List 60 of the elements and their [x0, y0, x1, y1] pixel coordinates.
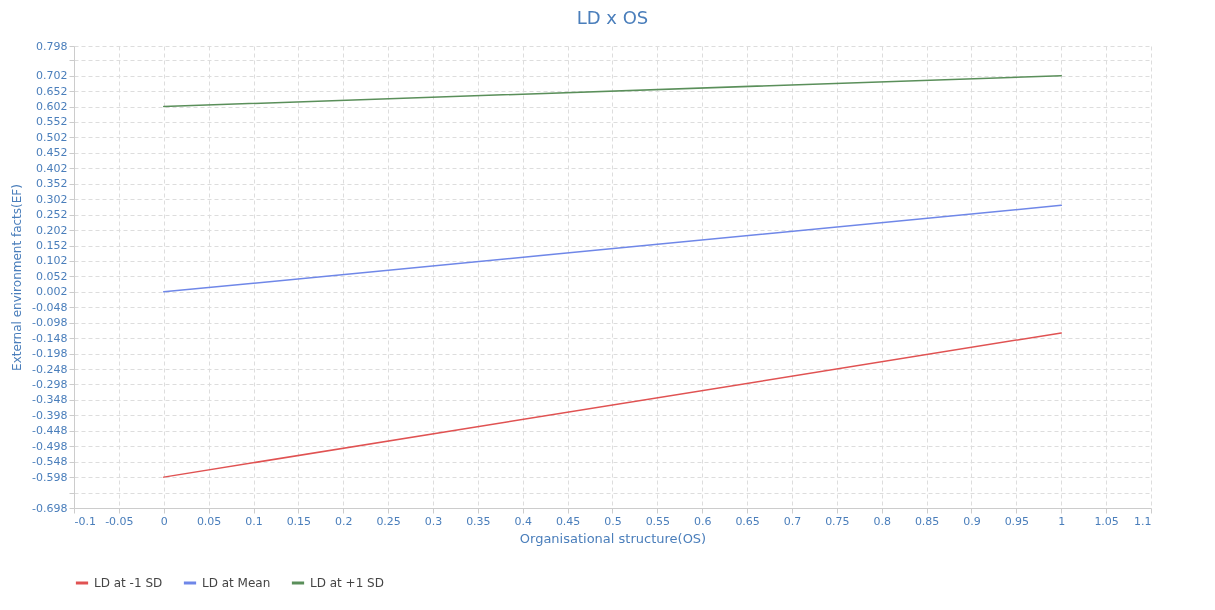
- x-tick-label: 0.35: [466, 514, 491, 528]
- y-tick-label: 0.798: [36, 39, 68, 53]
- y-tick-label: 0.152: [36, 239, 68, 252]
- y-tick-label: -0.198: [32, 347, 68, 361]
- x-tick-label: 0.75: [825, 514, 850, 528]
- y-tick-label: 0.102: [36, 254, 68, 268]
- y-tick-label: -0.698: [32, 501, 68, 515]
- x-tick-label: 0.3: [424, 514, 443, 528]
- x-tick-label: 0.5: [604, 514, 622, 528]
- y-tick-label: 0.402: [36, 161, 68, 175]
- x-tick-label: -0.1: [74, 514, 96, 528]
- y-tick-label: -0.598: [32, 470, 68, 484]
- x-tick-label: 0.95: [1004, 514, 1030, 528]
- x-tick-label: 0.1: [245, 514, 263, 528]
- y-tick-label: -0.348: [32, 393, 68, 407]
- y-tick-label: 0.552: [36, 115, 68, 129]
- y-tick-label: 0.652: [36, 84, 68, 98]
- x-tick-label: 0.25: [376, 514, 401, 528]
- y-tick-label: -0.498: [32, 439, 68, 453]
- x-tick-label: 0.85: [914, 514, 940, 528]
- y-tick-label: 0.702: [36, 69, 68, 83]
- y-tick-label: 0.502: [36, 130, 68, 144]
- y-tick-label: -0.248: [32, 362, 68, 376]
- x-tick-label: 0: [160, 514, 168, 528]
- x-tick-label: 0.9: [963, 514, 981, 528]
- y-tick-label: 0.452: [36, 146, 68, 160]
- y-tick-label: 0.302: [36, 192, 68, 206]
- y-axis-title: External environment facts(EF): [10, 184, 25, 371]
- x-tick-label: 0.65: [735, 514, 760, 528]
- y-tick-label: 0.002: [36, 285, 68, 299]
- x-tick-label: 0.6: [694, 514, 712, 528]
- y-tick-label: -0.548: [32, 455, 68, 469]
- x-tick-label: 0.15: [286, 514, 312, 528]
- legend-label: LD at -1 SD: [94, 576, 163, 590]
- y-tick-label: -0.298: [32, 377, 68, 391]
- x-tick-label: -0.05: [105, 514, 134, 528]
- legend-label: LD at +1 SD: [310, 576, 384, 590]
- x-tick-label: 1.1: [1134, 514, 1152, 528]
- y-tick-label: -0.098: [32, 316, 68, 330]
- chart-title: LD x OS: [576, 7, 649, 28]
- x-axis-title: Organisational structure(OS): [519, 530, 707, 546]
- x-tick-label: 0.2: [335, 514, 353, 528]
- y-tick-label: -0.148: [32, 331, 68, 345]
- x-tick-label: 1: [1058, 514, 1066, 528]
- x-tick-label: 0.55: [645, 514, 671, 528]
- x-tick-label: 0.45: [555, 514, 581, 528]
- y-tick-label: -0.448: [32, 424, 68, 438]
- x-tick-label: 0.4: [514, 514, 532, 528]
- y-tick-label: 0.202: [36, 223, 68, 237]
- x-tick-label: 1.05: [1094, 514, 1119, 528]
- y-tick-label: 0.602: [36, 100, 68, 114]
- legend-label: LD at Mean: [202, 576, 271, 590]
- y-tick-label: 0.352: [36, 177, 68, 191]
- y-tick-label: -0.398: [32, 408, 68, 422]
- y-tick-label: 0.252: [36, 208, 68, 222]
- x-tick-label: 0.8: [873, 514, 891, 528]
- y-tick-label: -0.048: [32, 300, 68, 314]
- x-tick-label: 0.7: [783, 514, 802, 528]
- y-tick-label: 0.052: [36, 269, 68, 283]
- x-tick-label: 0.05: [196, 514, 222, 528]
